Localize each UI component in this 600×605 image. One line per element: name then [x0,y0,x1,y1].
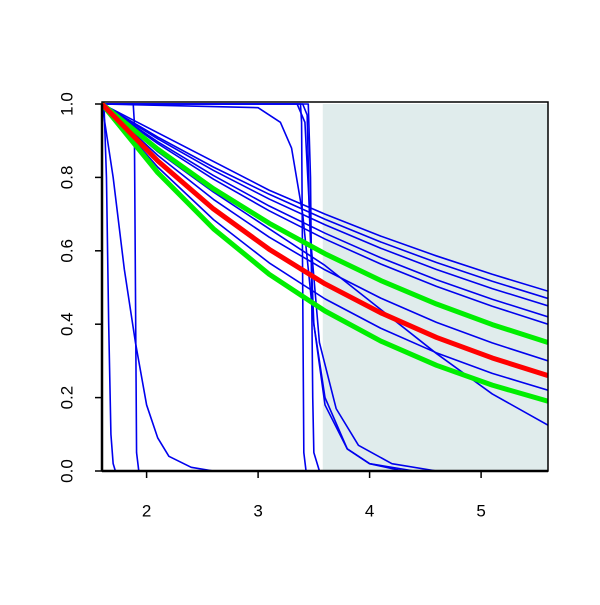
series-line [102,103,321,472]
y-tick-label: 0.6 [57,239,76,263]
series-line [102,103,548,325]
x-tick-label: 2 [142,501,151,520]
x-tick-label: 5 [476,501,485,520]
series-line [102,102,548,345]
series-line [102,103,437,472]
series-line [102,103,548,362]
series-line [102,102,548,378]
x-tick-label: 3 [253,501,262,520]
series-line [102,103,548,300]
y-tick-label: 0.4 [57,312,76,336]
series-line [102,103,548,307]
series-line [102,103,548,318]
series-line [102,102,548,404]
series-line [102,103,117,472]
series-line [102,103,404,472]
series-line [102,103,214,472]
axes-layer: 0.0 0.2 0.4 0.6 0.8 1.0 2 3 4 5 [57,92,548,520]
y-tick-label: 1.0 [57,92,76,116]
series-line [102,103,548,392]
y-tick-label: 0.0 [57,459,76,483]
series-line [102,103,548,292]
y-tick-label: 0.8 [57,166,76,190]
x-tick-label: 4 [365,501,374,520]
y-tick-label: 0.2 [57,386,76,410]
